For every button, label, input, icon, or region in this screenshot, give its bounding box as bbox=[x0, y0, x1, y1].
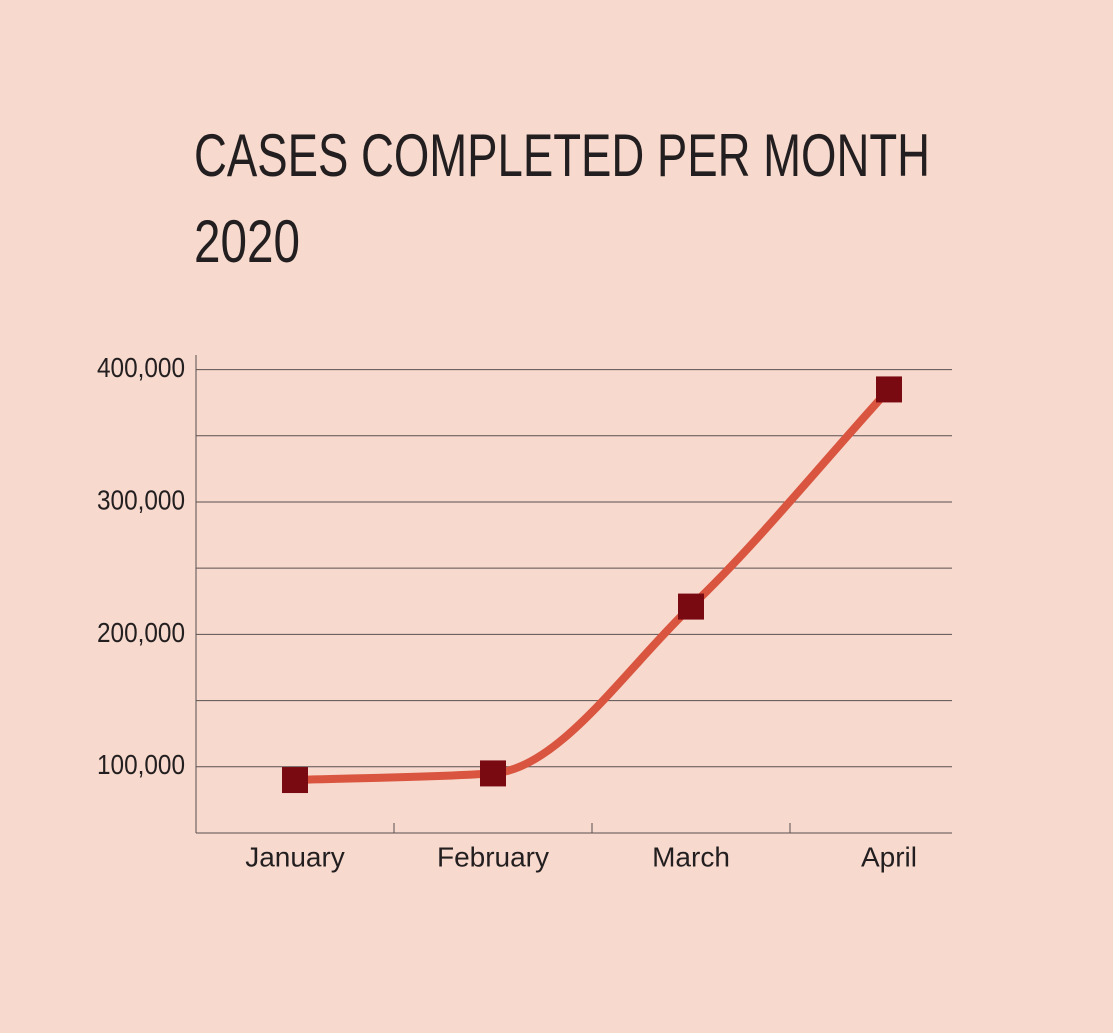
y-tick-label: 200,000 bbox=[97, 617, 185, 648]
data-line bbox=[291, 385, 893, 785]
data-marker bbox=[282, 767, 308, 794]
y-tick-label: 100,000 bbox=[97, 749, 185, 780]
data-marker bbox=[876, 376, 902, 403]
x-tick-label: January bbox=[245, 841, 345, 872]
data-marker bbox=[678, 593, 704, 620]
chart-subtitle: 2020 bbox=[194, 208, 300, 275]
chart-title: CASES COMPLETED PER MONTH bbox=[194, 122, 930, 189]
data-marker bbox=[480, 760, 506, 787]
x-tick-label: April bbox=[861, 841, 917, 872]
y-tick-label: 400,000 bbox=[97, 352, 185, 383]
x-tick-label: February bbox=[437, 841, 549, 872]
y-tick-label: 300,000 bbox=[97, 484, 185, 515]
x-tick-label: March bbox=[652, 841, 730, 872]
